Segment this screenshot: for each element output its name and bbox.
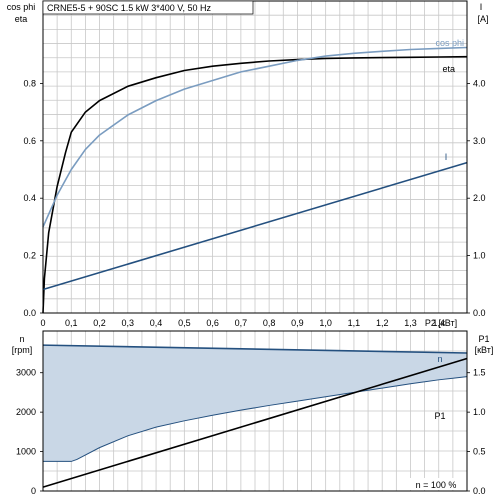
right-tick-label: 1.0 [473, 251, 486, 261]
bottom-right-tick-label: 0.0 [473, 486, 486, 496]
left-tick-label: 0.2 [23, 251, 36, 261]
left-axis-label-eta: eta [15, 14, 28, 24]
right-tick-label: 3.0 [473, 136, 486, 146]
x-tick-label: 0,9 [291, 318, 304, 328]
x-tick-label: 0,1 [65, 318, 78, 328]
x-tick-label: 1,2 [376, 318, 389, 328]
right-axis-label-i-unit: [A] [477, 14, 488, 24]
annotation-box [408, 478, 464, 490]
bottom-right-tick-label: 0.5 [473, 447, 486, 457]
series-label-p1: P1 [434, 411, 445, 421]
bottom-left-tick-label: 2000 [16, 407, 36, 417]
speed-lower-line [43, 376, 468, 462]
left-tick-label: 0.6 [23, 136, 36, 146]
bottom-right-tick-label: 1.5 [473, 368, 486, 378]
series-line-p1 [42, 357, 468, 488]
bottom-right-tick-label: 1.0 [473, 407, 486, 417]
series-label-eta: eta [442, 64, 455, 74]
x-tick-label: 1,1 [348, 318, 361, 328]
series-line-eta [42, 55, 468, 314]
series-layer [42, 46, 468, 488]
x-tick-label: 1,4 [432, 318, 445, 328]
chart-title: CRNE5-5 + 90SC 1.5 kW 3*400 V, 50 Hz [47, 3, 211, 13]
bottom-right-axis-label-unit: [кВт] [475, 345, 494, 355]
bottom-left-tick-label: 3000 [16, 368, 36, 378]
right-tick-label: 0.0 [473, 308, 486, 318]
bottom-left-tick-label: 1000 [16, 447, 36, 457]
speed-upper-line [42, 344, 468, 354]
speed-range-area [43, 345, 467, 462]
left-tick-label: 0.4 [23, 193, 36, 203]
series-label-cosphi: cos phi [435, 38, 464, 48]
right-tick-label: 2.0 [473, 193, 486, 203]
frame-layer: 0.0 0.2 0.4 0.6 0.8 0.0 1.0 2.0 3.0 4.0 0 0,1 0,2 0,3… [16, 0, 486, 496]
right-axis-label-i: I [480, 2, 483, 12]
x-tick-label: 0,3 [122, 318, 135, 328]
right-tick-label: 4.0 [473, 78, 486, 88]
bottom-right-axis-label-p1: P1 [478, 334, 489, 344]
bottom-left-axis-label-rpm: [rpm] [12, 345, 33, 355]
series-line-cos-phi [42, 46, 468, 228]
left-axis-label-cosphi: cos phi [7, 2, 36, 12]
x-tick-label: 0,2 [93, 318, 106, 328]
x-tick-label: 0,5 [178, 318, 191, 328]
grid-layer [43, 1, 467, 491]
series-label-i: I [445, 152, 448, 162]
x-tick-label: 0,4 [150, 318, 163, 328]
x-tick-label: 1,0 [319, 318, 332, 328]
series-line-i [42, 161, 468, 291]
series-label-n: n [437, 354, 442, 364]
x-axis-label: P2 [кВт] [425, 318, 457, 328]
x-tick-label: 0 [40, 318, 45, 328]
left-tick-label: 0.8 [23, 78, 36, 88]
bottom-left-tick-label: 0 [31, 486, 36, 496]
x-tick-label: 1,3 [404, 318, 417, 328]
labels-layer: CRNE5-5 + 90SC 1.5 kW 3*400 V, 50 Hz cos… [7, 0, 494, 490]
bottom-left-axis-label-n: n [19, 334, 24, 344]
speed-annotation: n = 100 % [416, 480, 457, 490]
title-box [42, 0, 254, 15]
x-tick-label: 0,6 [206, 318, 219, 328]
x-tick-label: 0,7 [235, 318, 248, 328]
left-tick-label: 0.0 [23, 308, 36, 318]
bottom-panel-frame [42, 330, 468, 492]
top-panel-frame [42, 0, 468, 314]
x-tick-label: 0,8 [263, 318, 276, 328]
